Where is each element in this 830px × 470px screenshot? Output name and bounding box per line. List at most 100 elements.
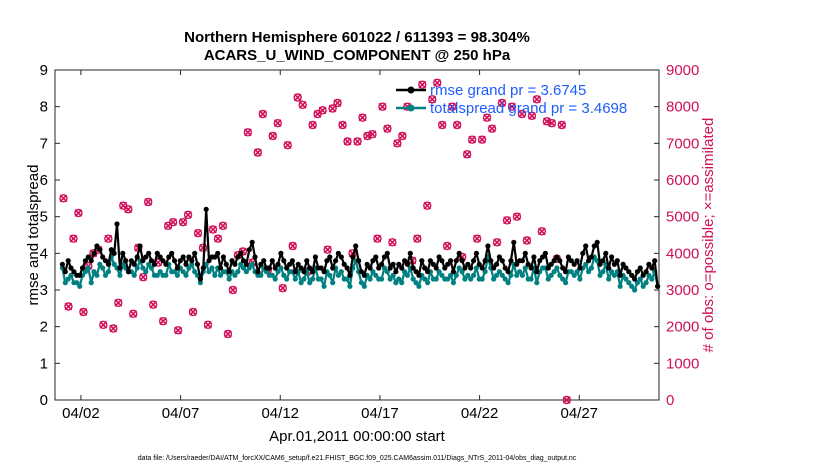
obs-assimilated-marker xyxy=(204,320,212,329)
totalspread-point xyxy=(97,261,103,267)
rmse-point xyxy=(379,261,385,267)
rmse-point xyxy=(304,258,310,264)
obs-assimilated-marker xyxy=(453,121,462,129)
totalspread-point xyxy=(387,276,393,282)
rmse-point xyxy=(502,265,508,271)
obs-assimilated-marker xyxy=(179,218,187,227)
obs-possible-marker xyxy=(124,205,133,214)
obs-assimilated-marker xyxy=(533,95,541,104)
rmse-point xyxy=(632,276,638,282)
rmse-point xyxy=(634,269,641,275)
obs-assimilated-marker xyxy=(463,150,472,159)
obs-possible-marker xyxy=(158,316,168,326)
totalspread-point xyxy=(373,272,379,278)
totalspread-point xyxy=(298,280,304,286)
y2-tick-label: 4000 xyxy=(666,245,699,262)
obs-assimilated-marker xyxy=(393,139,402,148)
totalspread-point xyxy=(249,261,255,267)
totalspread-point xyxy=(410,276,416,282)
rmse-point xyxy=(519,258,526,264)
rmse-point xyxy=(583,243,589,249)
obs-assimilated-marker xyxy=(438,121,447,129)
rmse-point xyxy=(246,247,252,253)
rmse-point xyxy=(269,258,275,264)
totalspread-point xyxy=(496,269,502,275)
totalspread-point xyxy=(157,269,163,275)
y-tick-label: 4 xyxy=(40,245,48,262)
totalspread-point xyxy=(471,272,477,278)
totalspread-point xyxy=(617,283,623,289)
rmse-point xyxy=(473,250,479,256)
rmse-point xyxy=(117,265,123,271)
rmse-point xyxy=(266,265,272,271)
obs-assimilated-marker xyxy=(413,234,422,243)
obs-possible-marker xyxy=(527,111,537,121)
rmse-point xyxy=(356,258,362,264)
rmse-point xyxy=(565,254,572,260)
obs-assimilated-marker xyxy=(468,135,476,144)
rmse-point xyxy=(137,243,143,249)
rmse-point xyxy=(416,272,422,278)
rmse-point xyxy=(278,250,284,256)
obs-possible-marker xyxy=(139,272,148,282)
rmse-point xyxy=(646,261,652,267)
obs-assimilated-marker xyxy=(488,124,496,133)
y2-tick-label: 2000 xyxy=(666,319,699,336)
rmse-point xyxy=(560,265,566,271)
rmse-point xyxy=(272,265,278,271)
obs-assimilated-marker xyxy=(458,253,467,261)
obs-assimilated-marker xyxy=(538,227,546,236)
rmse-point xyxy=(79,265,86,271)
rmse-point xyxy=(482,258,488,264)
obs-assimilated-marker xyxy=(109,324,118,333)
rmse-point xyxy=(652,258,658,264)
rmse-point xyxy=(212,254,218,260)
totalspread-point xyxy=(272,276,278,282)
obs-assimilated-marker xyxy=(243,128,252,137)
obs-possible-marker xyxy=(114,298,123,308)
rmse-point xyxy=(171,258,178,264)
rmse-point xyxy=(488,258,494,264)
rmse-point xyxy=(540,254,546,260)
obs-possible-marker xyxy=(198,243,208,253)
rmse-point xyxy=(479,265,485,271)
rmse-point xyxy=(189,258,195,264)
obs-possible-marker xyxy=(293,93,302,102)
totalspread-point xyxy=(94,272,100,278)
rmse-point xyxy=(238,250,244,256)
totalspread-point xyxy=(482,269,488,275)
obs-possible-marker xyxy=(517,109,527,119)
rmse-point xyxy=(364,261,370,267)
totalspread-point xyxy=(131,272,137,278)
rmse-point xyxy=(350,254,356,260)
totalspread-point xyxy=(568,269,574,275)
rmse-point xyxy=(381,254,387,260)
obs-possible-marker xyxy=(492,238,502,247)
totalspread-point xyxy=(189,261,195,267)
rmse-point xyxy=(496,254,502,260)
obs-possible-marker xyxy=(443,241,452,251)
obs-possible-marker xyxy=(497,98,507,108)
obs-assimilated-marker xyxy=(273,119,282,128)
totalspread-point xyxy=(62,280,68,286)
rmse-point xyxy=(563,269,569,275)
rmse-point xyxy=(91,250,97,256)
obs-assimilated-marker xyxy=(189,308,197,316)
totalspread-point xyxy=(192,269,198,275)
obs-possible-marker xyxy=(99,320,108,330)
totalspread-point xyxy=(367,276,373,282)
totalspread-point xyxy=(586,269,592,275)
totalspread-point xyxy=(65,276,71,282)
rmse-point xyxy=(206,258,212,264)
obs-possible-marker xyxy=(288,241,297,251)
rmse-point xyxy=(166,254,172,260)
obs-possible-marker xyxy=(428,95,437,104)
rmse-point xyxy=(229,258,235,264)
rmse-point xyxy=(134,254,140,260)
rmse-point xyxy=(183,261,189,267)
totalspread-point xyxy=(433,276,439,282)
totalspread-point xyxy=(100,265,106,271)
rmse-point xyxy=(453,258,459,264)
rmse-point xyxy=(387,265,393,271)
rmse-point xyxy=(445,261,451,267)
